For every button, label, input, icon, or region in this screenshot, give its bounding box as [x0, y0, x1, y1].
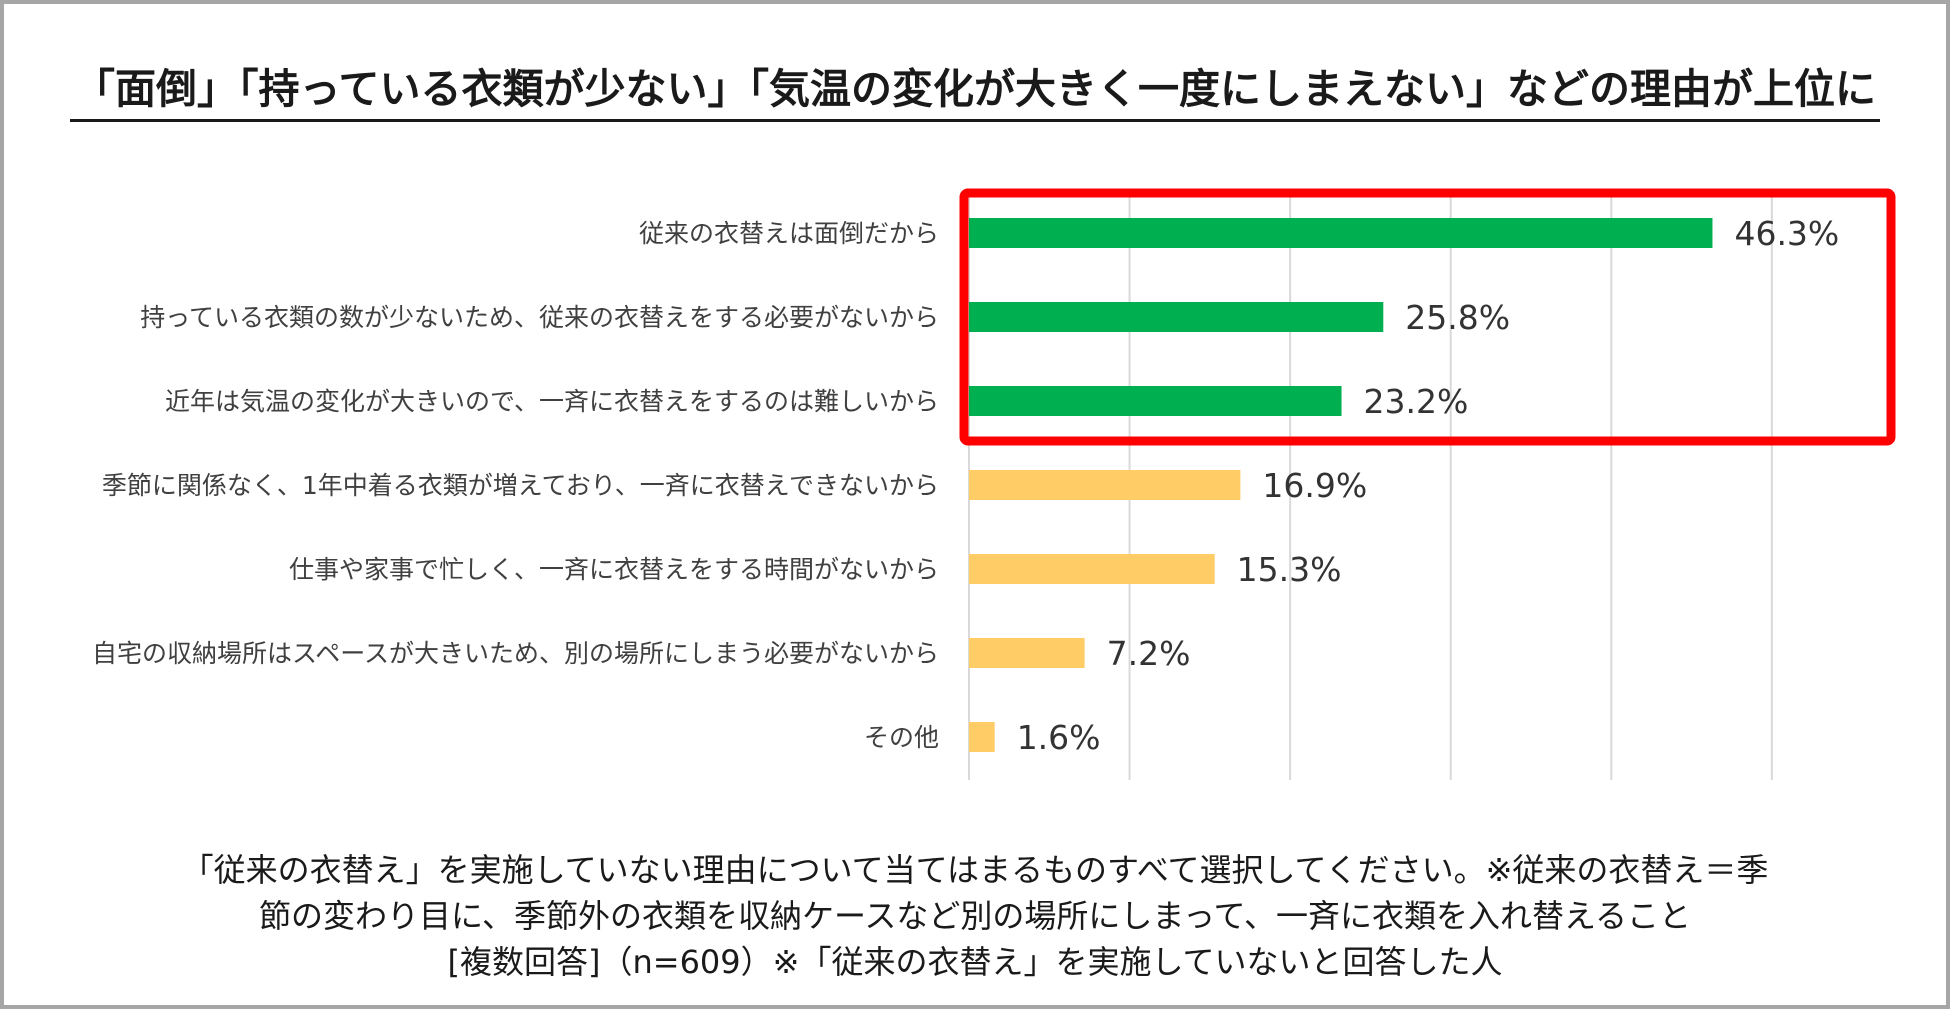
category-label: 季節に関係なく、1年中着る衣類が増えており、一斉に衣替えできないから — [102, 471, 939, 500]
value-label: 46.3% — [1734, 214, 1839, 253]
footnote-line-2: 節の変わり目に、季節外の衣類を収納ケースなど別の場所にしまって、一斉に衣類を入れ… — [258, 897, 1691, 935]
bar — [969, 554, 1215, 584]
chart-title-text: 「面倒」「持っている衣類が少ない」「気温の変化が大きく一度にしまえない」などの理… — [70, 65, 1880, 122]
bar — [969, 638, 1085, 668]
category-label: 自宅の収納場所はスペースが大きいため、別の場所にしまう必要がないから — [92, 639, 939, 668]
category-label: 持っている衣類の数が少ないため、従来の衣替えをする必要がないから — [140, 303, 939, 332]
chart-footnote: 「従来の衣替え」を実施していない理由について当てはまるものすべて選択してください… — [0, 847, 1950, 985]
chart-title: 「面倒」「持っている衣類が少ない」「気温の変化が大きく一度にしまえない」などの理… — [0, 55, 1950, 122]
value-label: 23.2% — [1364, 382, 1469, 421]
highlight-box — [959, 188, 1896, 446]
category-label: 従来の衣替えは面倒だから — [639, 219, 939, 248]
footnote-line-3: [複数回答]（n=609）※「従来の衣替え」を実施していないと回答した人 — [447, 943, 1503, 981]
bar — [969, 386, 1342, 416]
value-label: 16.9% — [1262, 466, 1367, 505]
value-label: 7.2% — [1107, 634, 1191, 673]
bar — [969, 470, 1241, 500]
category-label: その他 — [864, 723, 939, 752]
bar — [969, 302, 1384, 332]
value-label: 1.6% — [1017, 718, 1101, 757]
footnote-line-1: 「従来の衣替え」を実施していない理由について当てはまるものすべて選択してください… — [181, 851, 1769, 889]
value-label: 25.8% — [1405, 298, 1510, 337]
bar — [969, 218, 1713, 248]
value-label: 15.3% — [1237, 550, 1342, 589]
bar — [969, 722, 995, 752]
category-label: 仕事や家事で忙しく、一斉に衣替えをする時間がないから — [289, 555, 939, 584]
category-label: 近年は気温の変化が大きいので、一斉に衣替えをするのは難しいから — [165, 387, 939, 416]
